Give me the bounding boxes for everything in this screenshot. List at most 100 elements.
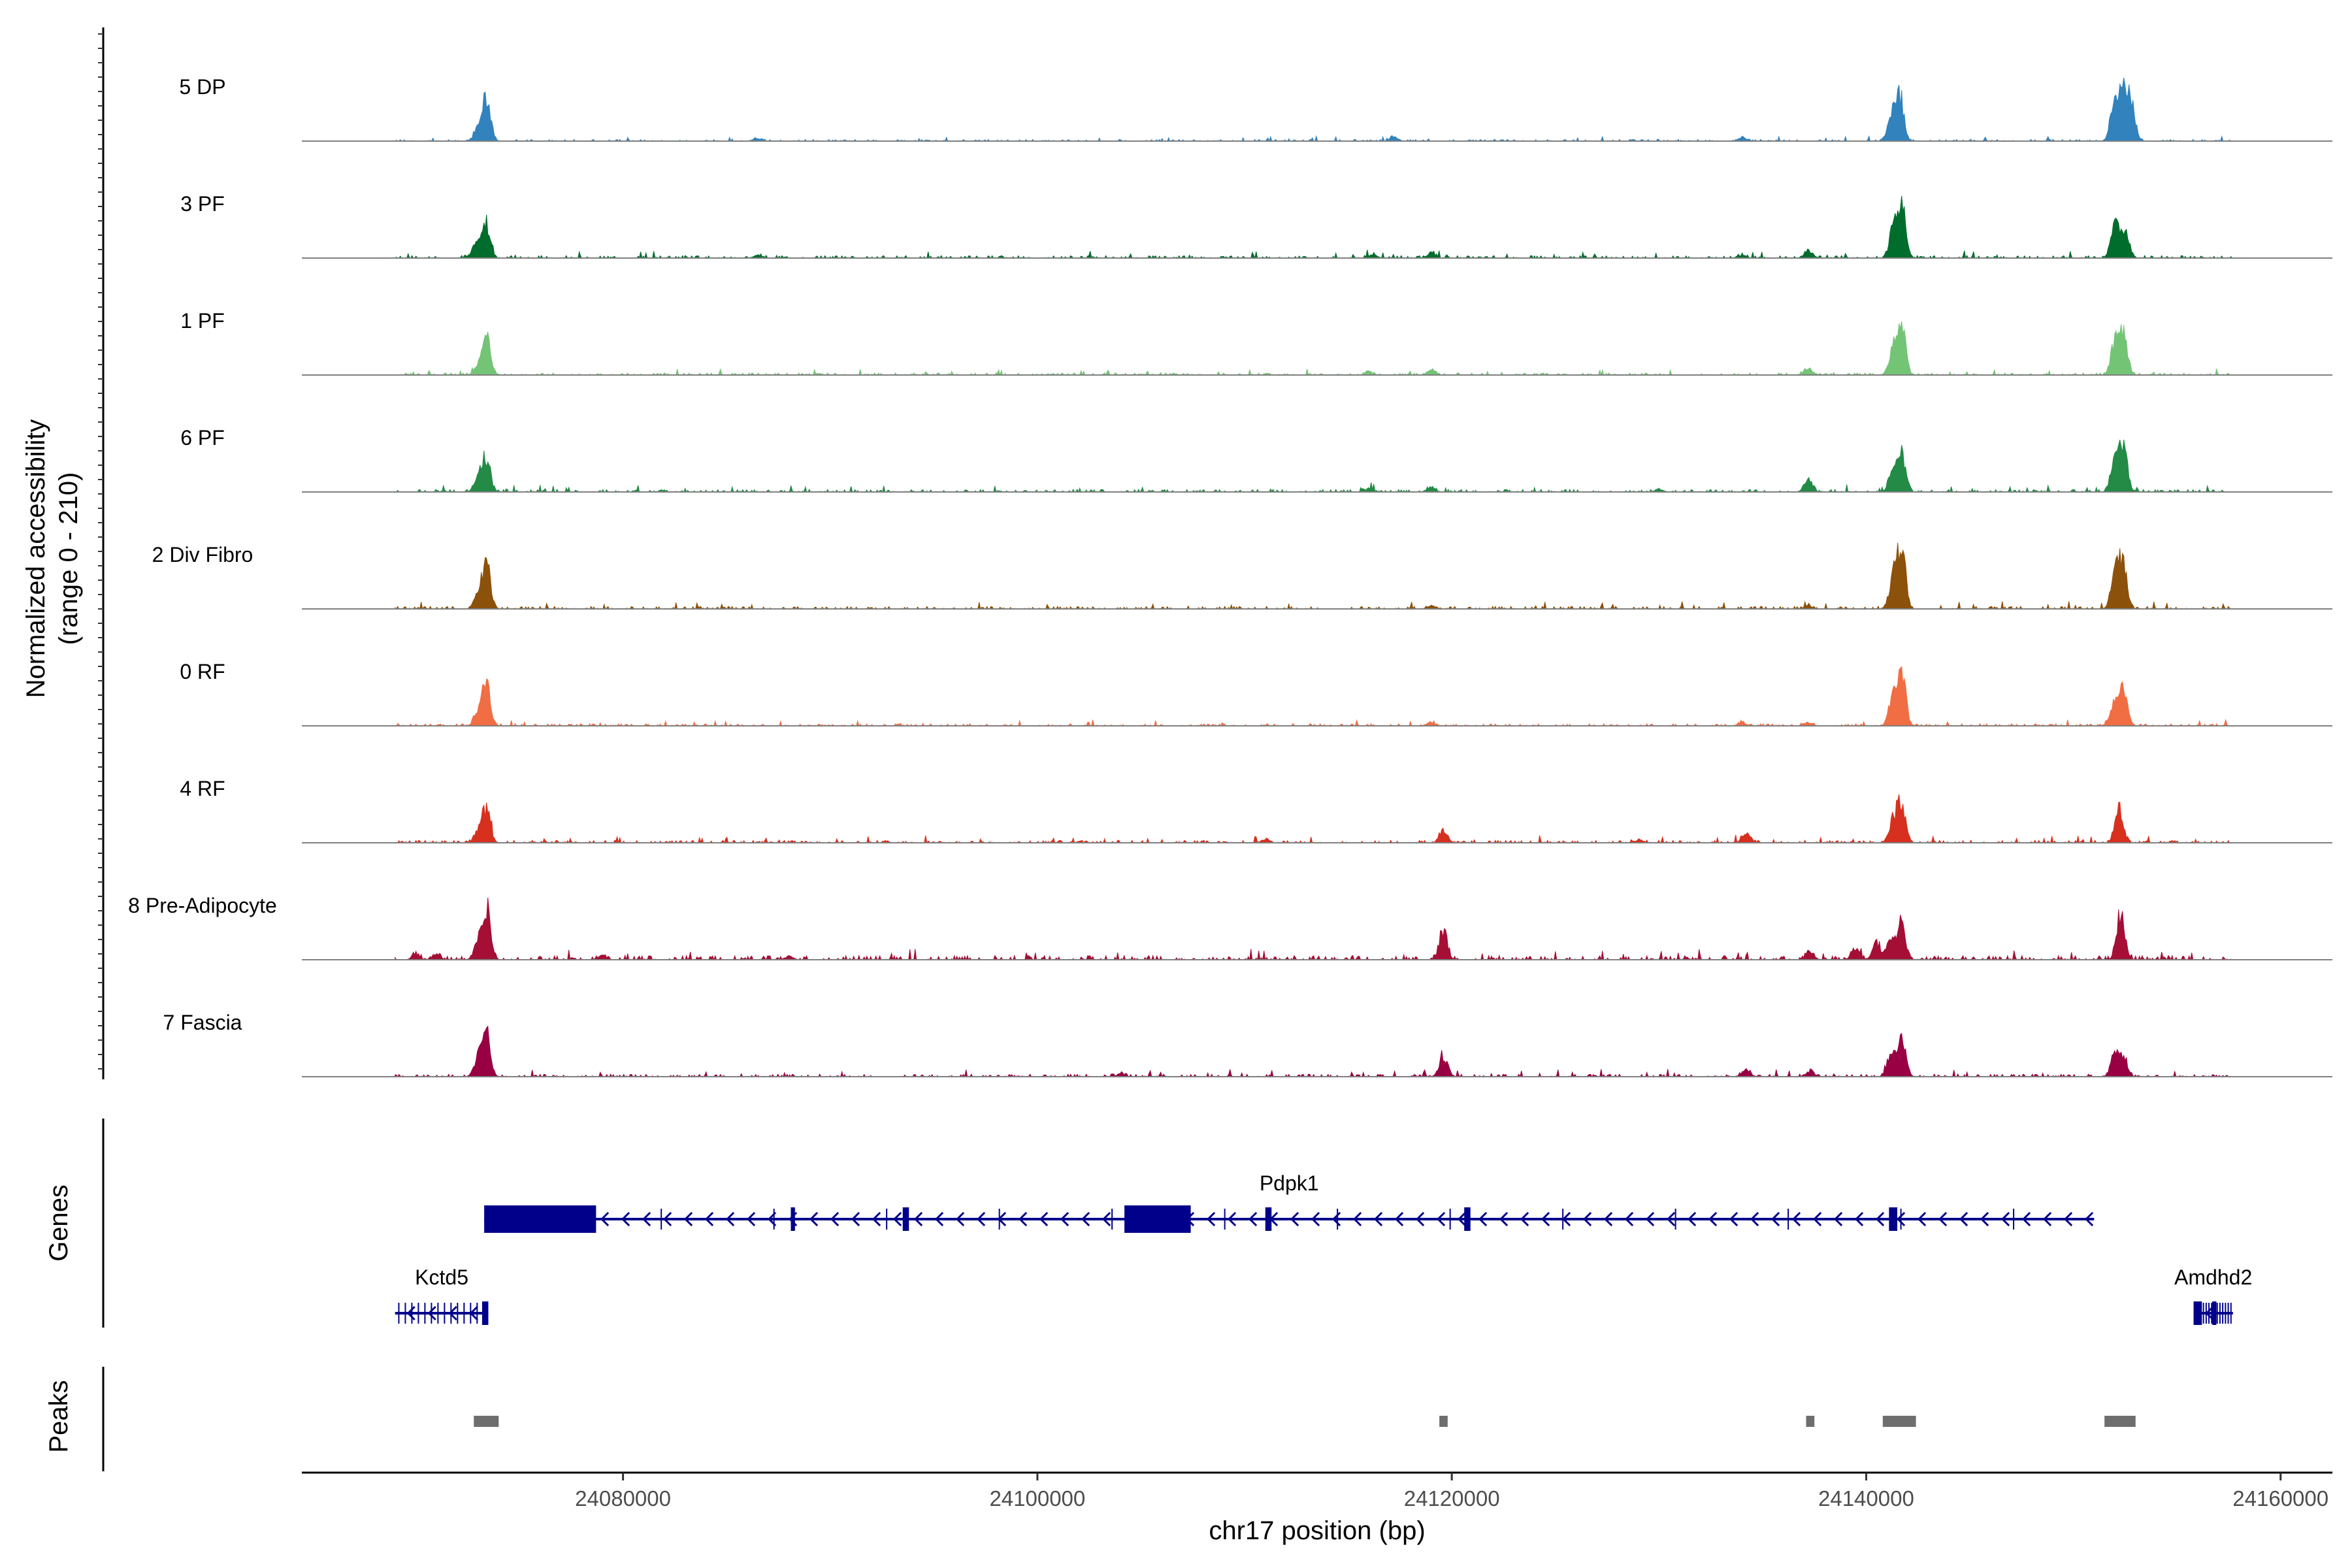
strand-arrow [1645,1211,1655,1227]
track-6-pf: 6 PF [180,426,2332,493]
strand-arrow [2001,1211,2010,1227]
strand-arrow [976,1211,986,1227]
strand-arrow [2063,1211,2073,1227]
strand-arrow [1854,1211,1864,1227]
strand-arrow [1499,1211,1509,1227]
x-tick-label: 24140000 [1818,1486,1914,1511]
y-axis-title: Normalized accessibility (range 0 - 210) [22,419,83,698]
strand-arrow [2021,1211,2031,1227]
exon [1265,1207,1272,1231]
strand-arrow [1227,1211,1237,1227]
peak-region [1882,1416,1916,1427]
track-signal [395,321,2233,376]
strand-arrow [1833,1211,1843,1227]
track-label: 8 Pre-Adipocyte [128,894,277,917]
strand-arrow [725,1211,735,1227]
peak-region [474,1416,499,1427]
peak-region [1439,1416,1448,1427]
track-label: 3 PF [180,192,225,216]
track-5-dp: 5 DP [179,75,2332,142]
strand-arrow [1875,1211,1885,1227]
strand-arrow [683,1211,693,1227]
strand-arrow [1896,1211,1906,1227]
strand-arrow [427,1305,436,1321]
track-0-rf: 0 RF [180,660,2332,727]
exon [482,1301,489,1325]
strand-arrow [2042,1211,2052,1227]
strand-arrow [600,1211,610,1227]
track-label: 5 DP [179,75,225,99]
strand-arrow [1541,1211,1550,1227]
gene-amdhd2: Amdhd2 [2174,1266,2252,1325]
coverage-y-axis-ticks [98,33,103,1070]
strand-arrow [1206,1211,1216,1227]
track-8-pre-adipocyte: 8 Pre-Adipocyte [128,894,2332,961]
strand-arrow [955,1211,965,1227]
exon [902,1207,909,1231]
track-2-div-fibro: 2 Div Fibro [152,542,2332,610]
strand-arrow [1624,1211,1634,1227]
strand-arrow [809,1211,819,1227]
x-tick-label: 24160000 [2232,1486,2328,1511]
strand-arrow [851,1211,860,1227]
coverage-tracks: 5 DP 3 PF 1 PF 6 PF 2 Div Fibro 0 RF 4 RF 8 Pre… [128,75,2332,1078]
strand-arrow [1060,1211,1070,1227]
track-label: 6 PF [180,426,225,449]
strand-arrow [1478,1211,1488,1227]
gene-pdpk1: Pdpk1 [484,1171,2095,1233]
strand-arrow [1708,1211,1718,1227]
y-axis-title-line1: Normalized accessibility [22,419,50,698]
strand-arrow [1436,1211,1446,1227]
exon [1464,1207,1471,1231]
strand-arrow [830,1211,840,1227]
strand-arrow [1938,1211,1948,1227]
strand-arrow [1311,1211,1320,1227]
strand-arrow [1457,1211,1467,1227]
strand-arrow [704,1211,714,1227]
strand-arrow [1373,1211,1383,1227]
x-tick-label: 24100000 [989,1486,1085,1511]
strand-arrow [892,1211,902,1227]
strand-arrow [1687,1211,1697,1227]
strand-arrow [1415,1211,1425,1227]
peak-region [2104,1416,2136,1427]
track-label: 7 Fascia [163,1011,242,1034]
strand-arrow [1394,1211,1404,1227]
track-label: 0 RF [180,660,225,683]
x-tick-label: 24080000 [575,1486,671,1511]
track-label: 1 PF [180,309,225,333]
strand-arrow [1959,1211,1968,1227]
strand-arrow [1729,1211,1739,1227]
peak-region [1806,1416,1815,1427]
track-1-pf: 1 PF [180,309,2332,376]
strand-arrow [1081,1211,1090,1227]
gene-kctd5: Kctd5 [395,1266,489,1325]
x-axis-title: chr17 position (bp) [1209,1516,1425,1545]
strand-arrow [642,1211,651,1227]
strand-arrow [913,1211,923,1227]
track-7-fascia: 7 Fascia [163,1011,2332,1078]
gene-label: Amdhd2 [2174,1266,2252,1289]
y-axis-title-line2: (range 0 - 210) [54,472,83,645]
strand-arrow [1771,1211,1780,1227]
genes-panel: Pdpk1 Kctd5 Amdhd2 [395,1171,2252,1325]
track-3-pf: 3 PF [180,192,2332,259]
strand-arrow [1520,1211,1529,1227]
strand-arrow [1980,1211,1989,1227]
peaks-panel-title: Peaks [44,1380,73,1452]
track-label: 2 Div Fibro [152,543,253,566]
strand-arrow [1352,1211,1362,1227]
strand-arrow [1248,1211,1258,1227]
peaks-panel [474,1416,2136,1427]
exon [791,1207,795,1231]
exon [1124,1205,1191,1233]
strand-arrow [1666,1211,1676,1227]
gene-label: Pdpk1 [1260,1171,1319,1195]
strand-arrow [746,1211,756,1227]
track-4-rf: 4 RF [180,777,2332,844]
strand-arrow [1750,1211,1759,1227]
x-tick-label: 24120000 [1404,1486,1500,1511]
strand-arrow [662,1211,672,1227]
